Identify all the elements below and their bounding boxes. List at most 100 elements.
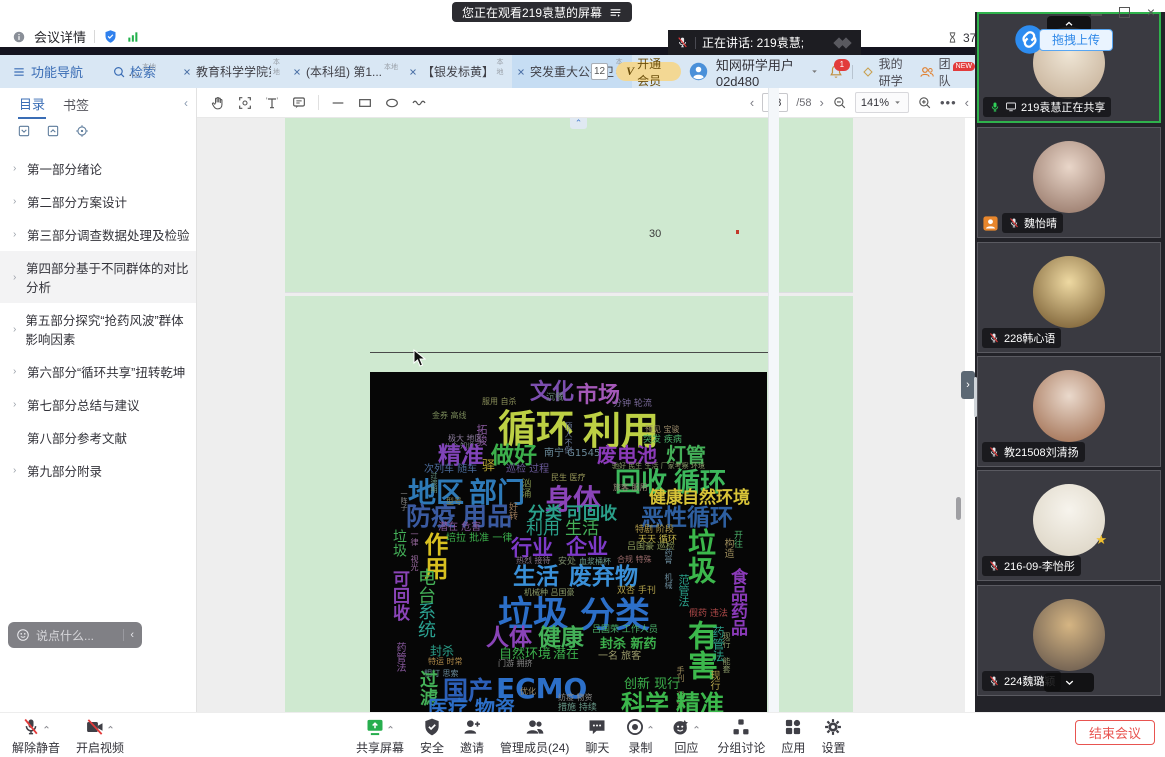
chevron-right-icon[interactable]: ›	[13, 196, 17, 207]
next-page-icon[interactable]: ›	[819, 95, 824, 110]
function-nav-button[interactable]: 功能导航	[12, 55, 83, 88]
toolbar-breakout[interactable]: 分组讨论	[709, 716, 773, 756]
toc-item[interactable]: › 第五部分探究“抢药风波”群体影响因素	[0, 303, 196, 355]
chevron-up-icon[interactable]	[42, 723, 51, 732]
participant-tile[interactable]: 魏怡晴	[977, 127, 1161, 238]
chevron-right-icon[interactable]: ›	[13, 163, 17, 174]
tab-toc[interactable]: 目录	[18, 88, 47, 119]
toolbar-collapse-icon[interactable]: ‹	[964, 95, 969, 110]
viewer-scrollbar-thumb[interactable]	[956, 497, 961, 520]
document-tab[interactable]: … 本地	[124, 55, 178, 88]
toc-item[interactable]: ›第八部分参考文献	[0, 421, 196, 454]
ellipse-shape-icon[interactable]	[384, 95, 400, 111]
toc-item[interactable]: › 第七部分总结与建议	[0, 388, 196, 421]
screenshot-tool-icon[interactable]	[237, 95, 253, 111]
meeting-details-label[interactable]: 会议详情	[34, 30, 87, 45]
chevron-right-icon[interactable]: ›	[13, 465, 17, 476]
hand-tool-icon[interactable]	[210, 95, 226, 111]
chat-placeholder[interactable]: 说点什么...	[36, 628, 95, 643]
toolbar-settings[interactable]: 设置	[813, 716, 853, 756]
user-menu[interactable]: 知网研学用户02d480	[716, 55, 820, 89]
participant-tile[interactable]: 224魏璐颖	[977, 585, 1161, 696]
tab-close-icon[interactable]	[292, 67, 302, 77]
collapse-toolbar-button[interactable]: ⌃	[570, 118, 587, 129]
scroll-participants-button[interactable]	[1044, 673, 1094, 692]
toc-item[interactable]: › 第二部分方案设计	[0, 185, 196, 218]
toolbar-security[interactable]: 安全	[412, 716, 452, 756]
participant-tile[interactable]: ★ 216-09-李怡彤	[977, 470, 1161, 581]
toolbar-invite[interactable]: 邀请	[452, 716, 492, 756]
chevron-up-icon[interactable]	[692, 723, 701, 732]
banner-list-icon[interactable]	[609, 6, 622, 19]
maximize-icon[interactable]	[1118, 6, 1130, 18]
my-study-button[interactable]: 我的研学	[861, 55, 911, 89]
security-shield-icon[interactable]	[103, 29, 118, 44]
document-viewer[interactable]: 30 文化 市场 服用 自杀 分钟 轮流 沉餐 循环 利用 金券 高线 拓骏 顶人不倒 极大 地区八…	[197, 118, 965, 712]
rectangle-shape-icon[interactable]	[357, 95, 373, 111]
participant-tile[interactable]: 教21508刘清扬	[977, 356, 1161, 467]
toolbar-chat[interactable]: 聊天	[577, 716, 617, 756]
end-meeting-button[interactable]: 结束会议	[1074, 720, 1155, 745]
chevron-right-icon[interactable]: ›	[13, 366, 17, 377]
tab-close-icon[interactable]	[408, 67, 418, 77]
notifications-button[interactable]: 1	[828, 58, 850, 80]
panel-collapse-icon[interactable]: ‹	[184, 96, 188, 110]
cloud-link-icon[interactable]	[1014, 24, 1045, 55]
toolbar-share-screen[interactable]: 共享屏幕	[348, 716, 412, 756]
tab-count-badge[interactable]: 12	[591, 63, 609, 80]
line-shape-icon[interactable]	[330, 95, 346, 111]
tab-close-icon[interactable]	[182, 67, 192, 77]
zoom-in-icon[interactable]	[917, 95, 932, 110]
toolbar-start-video[interactable]: 开启视频	[68, 716, 132, 756]
team-button[interactable]: 团队 NEW	[919, 55, 975, 89]
toc-item[interactable]: › 第六部分“循环共享”扭转乾坤	[0, 355, 196, 388]
collapse-all-icon[interactable]	[46, 124, 60, 138]
chevron-right-icon[interactable]: ›	[13, 229, 17, 240]
info-icon[interactable]	[12, 30, 26, 44]
chevron-right-icon[interactable]: ›	[13, 323, 17, 335]
document-tab[interactable]: 教育科学学院第...本地	[178, 55, 288, 88]
toc-item[interactable]: › 第四部分基于不同群体的对比分析	[0, 251, 196, 303]
chevron-right-icon[interactable]: ›	[13, 399, 17, 410]
toc-item[interactable]: › 第一部分绪论	[0, 152, 196, 185]
expand-panel-button[interactable]: ›	[961, 371, 975, 399]
tab-bookmark[interactable]: 书签	[63, 97, 90, 113]
wavy-line-icon[interactable]	[411, 95, 427, 111]
chevron-up-icon[interactable]	[106, 723, 115, 732]
toolbar-unmute[interactable]: 解除静音	[4, 716, 68, 756]
emoji-icon[interactable]	[16, 628, 30, 642]
document-tab[interactable]: 【银发标黄】【...本地	[404, 55, 512, 88]
tab-close-icon[interactable]	[516, 67, 526, 77]
zoom-level-select[interactable]: 141%	[854, 92, 909, 113]
document-tab[interactable]: (本科组) 第1... 本地	[288, 55, 404, 88]
network-signal-icon[interactable]	[126, 30, 140, 44]
text-select-tool-icon[interactable]	[264, 95, 280, 111]
chat-collapse-icon[interactable]: ‹	[130, 629, 134, 641]
minimize-icon[interactable]	[1090, 14, 1102, 16]
chevron-up-icon[interactable]	[646, 723, 655, 732]
more-tools-icon[interactable]: •••	[940, 95, 957, 110]
prev-page-icon[interactable]: ‹	[749, 95, 755, 110]
user-avatar[interactable]	[689, 62, 708, 81]
participant-tile[interactable]: 228韩心语	[977, 242, 1161, 353]
quick-chat-bar[interactable]: 说点什么... ‹	[8, 622, 142, 648]
sidebar-resize-handle[interactable]	[974, 377, 977, 417]
drag-upload[interactable]: 拖拽上传	[1014, 24, 1114, 55]
toolbar-members[interactable]: 管理成员(24)	[492, 716, 577, 756]
watching-banner[interactable]: 您正在观看219袁慧的屏幕	[452, 2, 633, 22]
toolbar-record[interactable]: 录制	[617, 716, 663, 756]
expand-all-icon[interactable]	[17, 124, 31, 138]
toc-item[interactable]: › 第九部分附录	[0, 454, 196, 487]
locate-icon[interactable]	[75, 124, 89, 138]
toc-item[interactable]: › 第三部分调查数据处理及检验	[0, 218, 196, 251]
close-icon[interactable]: ×	[1146, 4, 1155, 20]
chevron-up-icon[interactable]	[386, 723, 395, 732]
drag-upload-label[interactable]: 拖拽上传	[1039, 28, 1114, 51]
annotation-tool-icon[interactable]	[291, 95, 307, 111]
toolbar-apps[interactable]: 应用	[773, 716, 813, 756]
collapse-tiles-button[interactable]	[1047, 16, 1091, 32]
toolbar-react[interactable]: 回应	[663, 716, 709, 756]
chevron-right-icon[interactable]: ›	[13, 271, 17, 283]
search-button[interactable]: 检索	[112, 55, 156, 88]
zoom-out-icon[interactable]	[832, 95, 847, 110]
